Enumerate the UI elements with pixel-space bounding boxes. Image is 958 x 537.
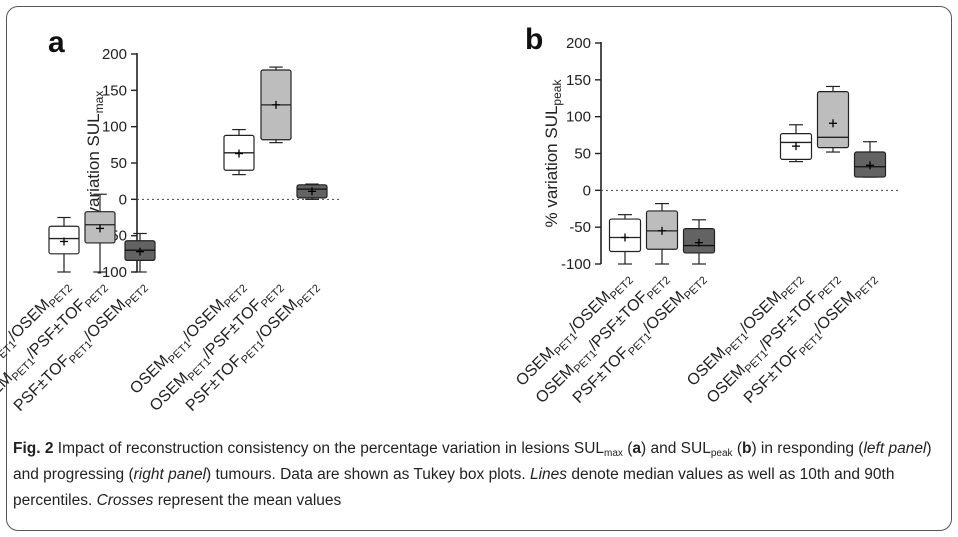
caption-italic: left panel bbox=[863, 440, 927, 457]
figure-frame bbox=[6, 6, 952, 531]
caption-sub: peak bbox=[710, 448, 733, 459]
caption-text: ) tumours. Data are shown as Tukey box p… bbox=[206, 466, 530, 483]
y-tick-label: 150 bbox=[566, 72, 591, 89]
box-plot bbox=[84, 193, 116, 273]
box-plot bbox=[608, 214, 642, 265]
box-plot bbox=[124, 232, 156, 273]
y-tick-label: 200 bbox=[566, 35, 591, 52]
box-plot bbox=[296, 183, 328, 200]
y-tick-label: 150 bbox=[102, 82, 127, 99]
caption-italic: Crosses bbox=[96, 492, 154, 509]
caption-text: ( bbox=[622, 440, 633, 457]
caption-panel-ref: a bbox=[632, 440, 642, 457]
caption-text: ) and progressing ( bbox=[13, 440, 932, 483]
caption-italic: right panel bbox=[133, 466, 207, 483]
y-tick-label: 100 bbox=[102, 119, 127, 136]
y-tick-label: 0 bbox=[119, 191, 127, 208]
box-plot bbox=[853, 141, 887, 178]
box-plot bbox=[816, 85, 850, 153]
y-tick-label: 50 bbox=[574, 146, 591, 163]
caption-text: ( bbox=[732, 440, 742, 457]
box-plot bbox=[48, 216, 80, 273]
y-tick-label: 200 bbox=[102, 46, 127, 63]
panel-label: b bbox=[525, 23, 543, 56]
caption-text: ) and SUL bbox=[641, 440, 711, 457]
box-plot bbox=[779, 124, 813, 163]
panel-label: a bbox=[48, 26, 65, 59]
box-plot bbox=[260, 66, 292, 144]
y-tick-label: -100 bbox=[561, 256, 591, 273]
y-axis-label: % variation SULpeak bbox=[542, 79, 564, 228]
caption-fig-label: Fig. 2 bbox=[13, 440, 54, 457]
y-tick-label: -100 bbox=[97, 264, 127, 281]
y-tick-label: 100 bbox=[566, 109, 591, 126]
caption-sub: max bbox=[604, 448, 623, 459]
y-tick-label: -50 bbox=[569, 219, 591, 236]
caption-panel-ref: b bbox=[741, 440, 752, 457]
caption-text: represent the mean values bbox=[153, 492, 342, 509]
caption-italic: Lines bbox=[529, 466, 568, 483]
box-plot bbox=[682, 219, 716, 265]
y-tick-label: 50 bbox=[110, 155, 127, 172]
box-plot bbox=[223, 128, 255, 176]
caption-text: denote median values as well as 10th and… bbox=[13, 466, 895, 509]
figure-caption: Fig. 2 Impact of reconstruction consiste… bbox=[13, 436, 938, 514]
caption-text: ) in responding ( bbox=[751, 440, 864, 457]
y-axis-label: % variation SULmax bbox=[84, 91, 106, 236]
box-plot bbox=[645, 202, 679, 265]
caption-text: Impact of reconstruction consistency on … bbox=[53, 440, 605, 457]
y-tick-label: 0 bbox=[583, 182, 591, 199]
